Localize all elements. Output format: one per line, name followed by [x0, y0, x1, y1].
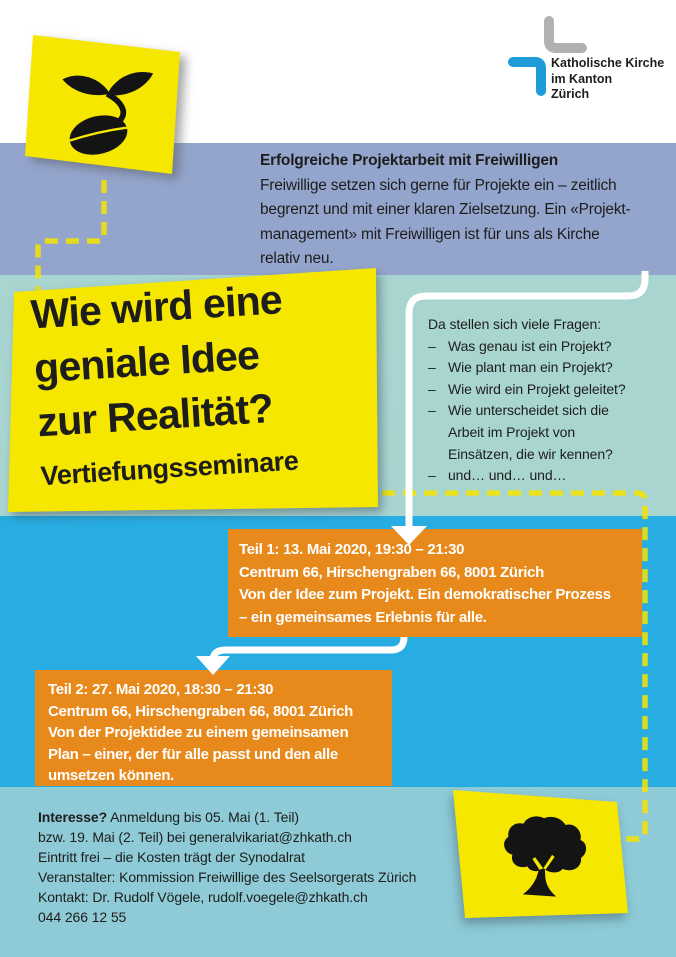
question-item: – Wie unterscheidet sich die Arbeit im P…	[428, 400, 658, 465]
question-item: – Was genau ist ein Projekt?	[428, 336, 658, 358]
registration-info: Anmeldung bis 05. Mai (1. Teil)	[107, 809, 299, 825]
question-item: – Wie plant man ein Projekt?	[428, 357, 658, 379]
bullet-dash: –	[428, 402, 436, 419]
contact-line: Eintritt frei – die Kosten trägt der Syn…	[38, 849, 305, 865]
contact-line: bzw. 19. Mai (2. Teil) bei generalvikari…	[38, 829, 352, 845]
bullet-dash: –	[428, 337, 436, 354]
contact-line: 044 266 12 55	[38, 909, 127, 925]
tree-icon	[504, 816, 587, 897]
interest-label: Interesse?	[38, 809, 108, 825]
question-text: Wie unterscheidet sich die Arbeit im Pro…	[448, 402, 613, 462]
session-description: Von der Idee zum Projekt. Ein demokratis…	[239, 586, 611, 626]
church-logo-mark	[508, 16, 587, 96]
question-item: – Wie wird ein Projekt geleitet?	[428, 379, 658, 401]
contact-line: Interesse? Anmeldung bis 05. Mai (1. Tei…	[38, 807, 638, 827]
bullet-dash: –	[428, 467, 436, 484]
questions-block: Da stellen sich viele Fragen: – Was gena…	[428, 314, 658, 487]
session-title: Teil 1: 13. Mai 2020, 19:30 – 21:30	[239, 541, 465, 558]
page-title: Wie wird eine geniale Idee zur Realität?	[29, 276, 284, 446]
session-2-box: Teil 2: 27. Mai 2020, 18:30 – 21:30 Cent…	[35, 670, 392, 786]
questions-list: – Was genau ist ein Projekt? – Wie plant…	[428, 336, 658, 487]
session-description: Von der Projektidee zu einem gemeinsamen…	[48, 724, 349, 784]
session-title: Teil 2: 27. Mai 2020, 18:30 – 21:30	[48, 681, 274, 698]
title-card: Wie wird eine geniale Idee zur Realität?…	[6, 266, 382, 514]
session-location: Centrum 66, Hirschengraben 66, 8001 Züri…	[239, 563, 545, 581]
questions-lead: Da stellen sich viele Fragen:	[428, 316, 601, 332]
bullet-dash: –	[428, 359, 436, 376]
intro-body: Freiwillige setzen sich gerne für Projek…	[260, 176, 631, 268]
intro-block: Erfolgreiche Projektarbeit mit Freiwilli…	[260, 149, 670, 272]
org-logo: Katholische Kirche im Kanton Zürich	[506, 14, 676, 106]
question-item: – und… und… und…	[428, 465, 658, 487]
question-text: Was genau ist ein Projekt?	[448, 337, 612, 354]
sticky-note-sprout	[20, 28, 186, 180]
question-text: Wie wird ein Projekt geleitet?	[448, 380, 626, 397]
contact-block: Interesse? Anmeldung bis 05. Mai (1. Tei…	[38, 807, 638, 927]
sticky-note-tree	[448, 786, 632, 922]
intro-heading: Erfolgreiche Projektarbeit mit Freiwilli…	[260, 152, 559, 169]
question-text: Wie plant man ein Projekt?	[448, 359, 613, 376]
org-name: Katholische Kirche im Kanton Zürich	[551, 56, 665, 101]
title-card-paper	[8, 268, 378, 512]
bullet-dash: –	[428, 380, 436, 397]
contact-line: Kontakt: Dr. Rudolf Vögele, rudolf.voege…	[38, 889, 368, 905]
question-text: und… und… und…	[448, 467, 567, 484]
title-text: Wie wird eine geniale Idee zur Realität?…	[29, 272, 299, 492]
session-1-box: Teil 1: 13. Mai 2020, 19:30 – 21:30 Cent…	[228, 529, 642, 637]
sprout-icon	[62, 72, 154, 155]
session-location: Centrum 66, Hirschengraben 66, 8001 Züri…	[48, 702, 354, 720]
contact-line: Veranstalter: Kommission Freiwillige des…	[38, 869, 417, 885]
